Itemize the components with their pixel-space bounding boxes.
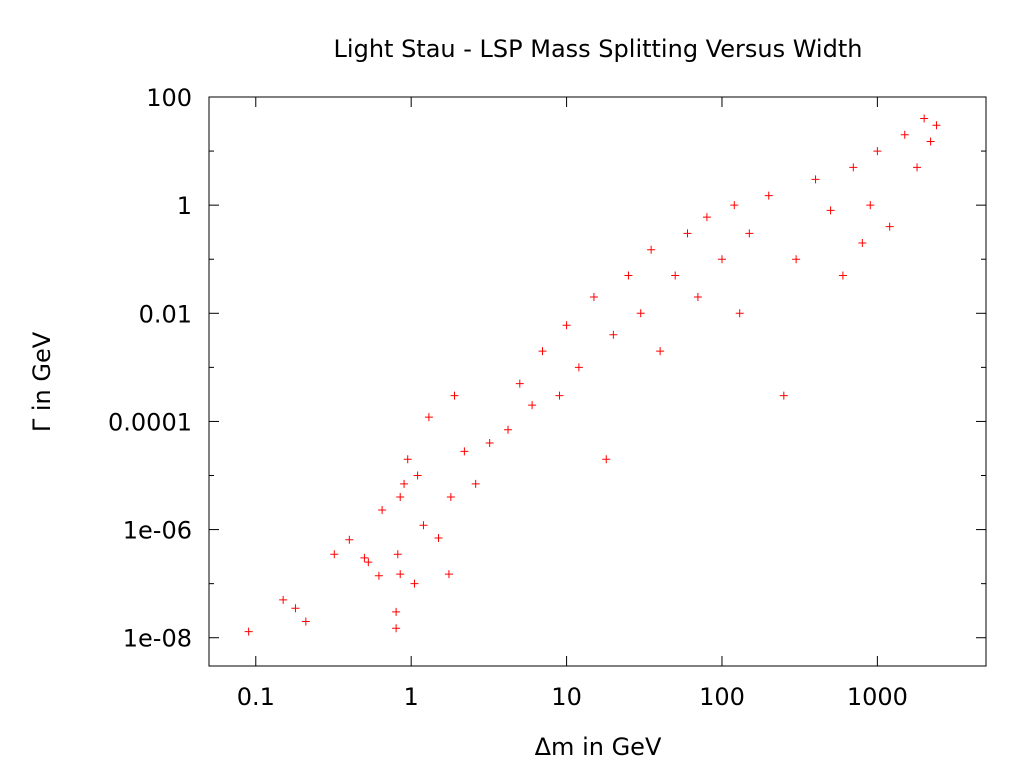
data-point: [873, 147, 882, 156]
data-point: [647, 245, 656, 254]
data-point: [434, 533, 443, 542]
data-point: [764, 191, 773, 200]
x-tick-label: 1: [404, 683, 419, 711]
data-point: [920, 114, 929, 123]
x-tick-label: 10: [551, 683, 582, 711]
data-point: [838, 271, 847, 280]
data-point: [589, 293, 598, 302]
data-point: [885, 222, 894, 231]
data-point: [244, 627, 253, 636]
data-point: [656, 347, 665, 356]
data-point: [932, 121, 941, 130]
data-point: [393, 550, 402, 559]
x-tick-label: 0.1: [237, 683, 275, 711]
data-point: [730, 201, 739, 210]
y-tick-label: 1e-08: [123, 625, 192, 653]
data-point: [410, 579, 419, 588]
data-point: [562, 321, 571, 330]
data-point: [609, 330, 618, 339]
data-point: [538, 347, 547, 356]
chart-title: Light Stau - LSP Mass Splitting Versus W…: [334, 35, 863, 63]
data-point: [471, 479, 480, 488]
y-tick-label: 1: [177, 192, 192, 220]
y-tick-label: 1e-06: [123, 517, 192, 545]
data-point: [574, 363, 583, 372]
data-point: [515, 379, 524, 388]
data-point: [360, 553, 369, 562]
data-point: [400, 479, 409, 488]
data-point: [735, 309, 744, 318]
data-point: [485, 438, 494, 447]
x-axis-label: Δm in GeV: [535, 733, 662, 761]
data-point: [792, 255, 801, 264]
data-point: [671, 271, 680, 280]
data-point: [446, 493, 455, 502]
x-tick-label: 100: [699, 683, 745, 711]
data-point: [826, 206, 835, 215]
data-point: [330, 550, 339, 559]
x-tick-label: 1000: [847, 683, 908, 711]
data-points-group: [244, 114, 941, 636]
data-point: [849, 163, 858, 172]
data-point: [279, 595, 288, 604]
data-point: [374, 571, 383, 580]
data-point: [717, 255, 726, 264]
data-point: [345, 535, 354, 544]
data-point: [858, 238, 867, 247]
data-point: [745, 229, 754, 238]
data-point: [811, 175, 820, 184]
y-tick-label: 0.0001: [108, 408, 192, 436]
data-point: [364, 558, 373, 567]
data-point: [291, 604, 300, 613]
plot-area-frame: [208, 96, 987, 667]
data-point: [396, 570, 405, 579]
data-point: [779, 391, 788, 400]
data-point: [555, 391, 564, 400]
data-point: [926, 137, 935, 146]
y-tick-label: 100: [146, 84, 192, 112]
data-point: [413, 471, 422, 480]
data-point: [396, 493, 405, 502]
data-point: [378, 506, 387, 515]
data-point: [392, 624, 401, 633]
data-point: [702, 213, 711, 222]
y-axis-label: Γ in GeV: [28, 331, 56, 432]
data-point: [624, 271, 633, 280]
data-point: [403, 455, 412, 464]
y-tick-label: 0.01: [139, 300, 192, 328]
data-point: [450, 391, 459, 400]
data-point: [636, 309, 645, 318]
data-point: [444, 570, 453, 579]
data-point: [602, 455, 611, 464]
data-point: [301, 617, 310, 626]
data-point: [683, 229, 692, 238]
data-point: [392, 607, 401, 616]
data-point: [693, 293, 702, 302]
data-point: [419, 521, 428, 530]
data-point: [900, 130, 909, 139]
data-point: [866, 201, 875, 210]
data-point: [504, 425, 513, 434]
data-point: [528, 401, 537, 410]
axis-ticks-group: 0.1 1 10 100 1000 1e-08 1e-06 0.0001 0.01 1 100: [108, 84, 986, 711]
data-point: [460, 447, 469, 456]
data-point: [913, 163, 922, 172]
data-point: [424, 413, 433, 422]
